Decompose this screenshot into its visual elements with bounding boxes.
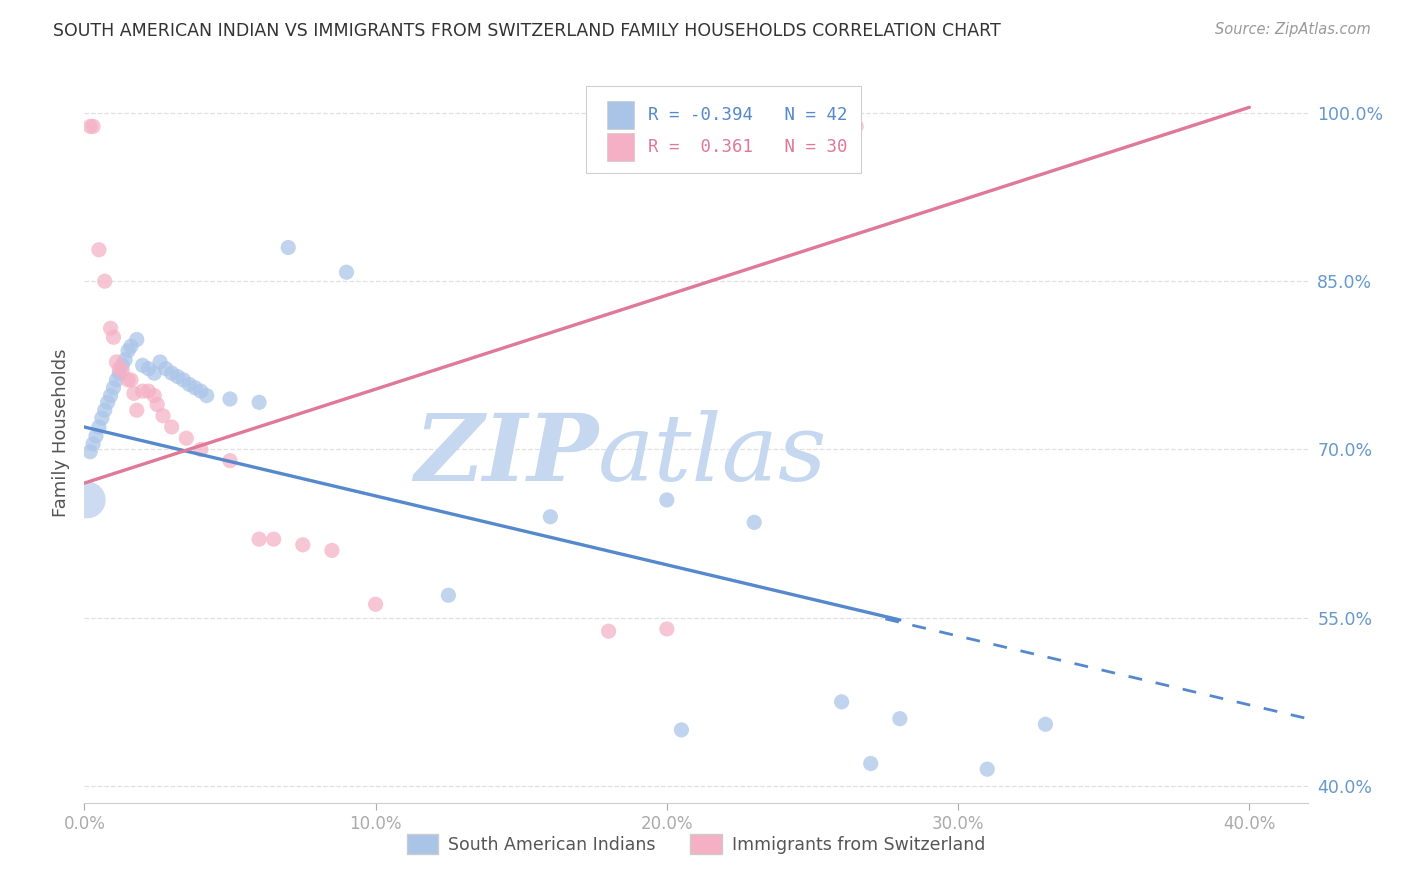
Point <box>138 361 160 376</box>
Point <box>160 420 183 434</box>
Point <box>105 355 128 369</box>
Point <box>79 444 101 458</box>
Text: atlas: atlas <box>598 409 828 500</box>
Point <box>143 366 166 380</box>
FancyBboxPatch shape <box>586 87 860 173</box>
Point <box>219 392 242 406</box>
Text: R = -0.394   N = 42: R = -0.394 N = 42 <box>648 106 848 124</box>
Point <box>742 516 765 530</box>
Point <box>179 377 201 392</box>
Point <box>263 532 285 546</box>
Point <box>100 321 122 335</box>
Point <box>1035 717 1057 731</box>
Point <box>90 411 112 425</box>
Point <box>291 538 314 552</box>
Point <box>93 274 115 288</box>
Point <box>152 409 174 423</box>
Text: R =  0.361   N = 30: R = 0.361 N = 30 <box>648 138 848 156</box>
Point <box>93 403 115 417</box>
Point <box>122 386 145 401</box>
Point <box>97 395 120 409</box>
Point <box>131 359 153 373</box>
Point <box>82 437 104 451</box>
Point <box>976 762 998 776</box>
Point <box>160 366 183 380</box>
Point <box>103 381 125 395</box>
Point <box>190 442 212 457</box>
Point <box>111 359 134 373</box>
Point <box>100 388 122 402</box>
Point <box>108 361 131 376</box>
Point <box>82 120 104 134</box>
Point <box>114 352 136 367</box>
Point <box>655 492 678 507</box>
Point <box>538 509 561 524</box>
Point <box>120 339 142 353</box>
Point <box>149 355 172 369</box>
Point <box>117 343 139 358</box>
Point <box>146 398 169 412</box>
Point <box>364 597 387 611</box>
Point <box>172 373 194 387</box>
Point <box>671 723 693 737</box>
Point <box>247 395 270 409</box>
Point <box>184 381 207 395</box>
Text: Source: ZipAtlas.com: Source: ZipAtlas.com <box>1215 22 1371 37</box>
Point <box>111 364 134 378</box>
Point <box>277 240 299 254</box>
Point <box>321 543 343 558</box>
Legend: South American Indians, Immigrants from Switzerland: South American Indians, Immigrants from … <box>399 827 993 861</box>
Point <box>138 384 160 398</box>
Point <box>335 265 357 279</box>
Point <box>117 373 139 387</box>
FancyBboxPatch shape <box>606 133 634 161</box>
Point <box>108 366 131 380</box>
Point <box>120 373 142 387</box>
Point <box>166 369 188 384</box>
Point <box>79 120 101 134</box>
Point <box>76 492 98 507</box>
Point <box>87 420 110 434</box>
Point <box>831 695 853 709</box>
Point <box>859 756 882 771</box>
Point <box>219 453 242 467</box>
Point <box>84 429 107 443</box>
Point <box>155 361 177 376</box>
FancyBboxPatch shape <box>606 102 634 129</box>
Point <box>87 243 110 257</box>
Text: ZIP: ZIP <box>413 409 598 500</box>
Point <box>247 532 270 546</box>
Point <box>131 384 153 398</box>
Point <box>174 431 197 445</box>
Point <box>889 712 911 726</box>
Point <box>598 624 620 639</box>
Point <box>143 388 166 402</box>
Point <box>845 120 868 134</box>
Point <box>125 403 148 417</box>
Y-axis label: Family Households: Family Households <box>52 349 70 516</box>
Point <box>125 333 148 347</box>
Point <box>103 330 125 344</box>
Point <box>195 388 218 402</box>
Point <box>437 588 460 602</box>
Point <box>190 384 212 398</box>
Point <box>655 622 678 636</box>
Text: SOUTH AMERICAN INDIAN VS IMMIGRANTS FROM SWITZERLAND FAMILY HOUSEHOLDS CORRELATI: SOUTH AMERICAN INDIAN VS IMMIGRANTS FROM… <box>53 22 1001 40</box>
Point <box>105 373 128 387</box>
